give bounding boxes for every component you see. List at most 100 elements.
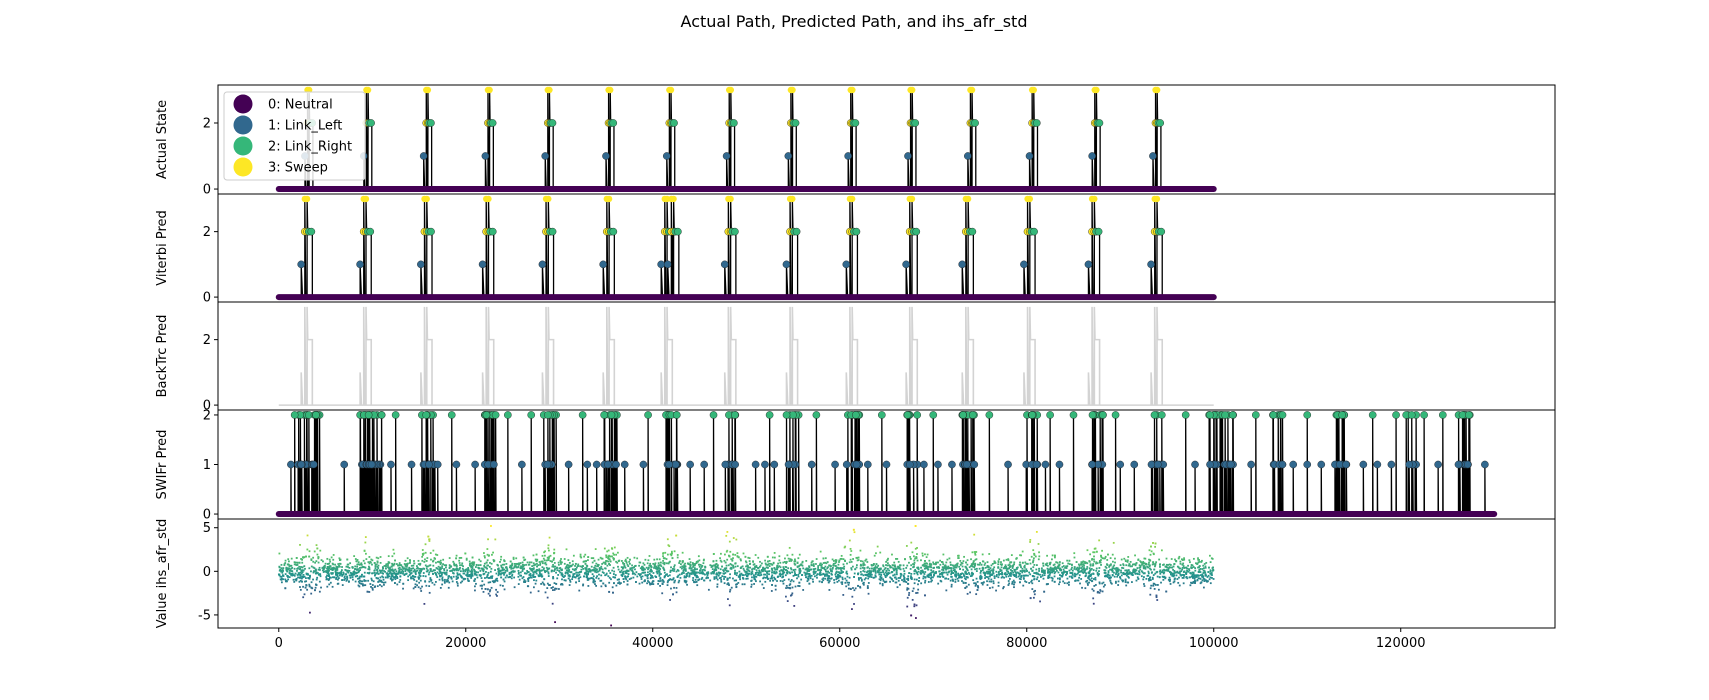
scatter-point: [925, 556, 928, 559]
scatter-point: [624, 560, 627, 562]
scatter-point: [877, 564, 880, 567]
scatter-point: [758, 566, 761, 568]
sweep-marker: [1026, 195, 1034, 203]
scatter-point: [933, 572, 936, 575]
scatter-point: [347, 571, 350, 574]
scatter-point: [1112, 541, 1115, 544]
scatter-point: [554, 587, 557, 590]
state-marker-1: [1130, 460, 1139, 469]
scatter-point: [416, 569, 419, 572]
scatter-point: [827, 574, 829, 577]
state-marker-2: [548, 119, 557, 127]
state-marker-2: [644, 411, 652, 419]
scatter-point: [966, 563, 969, 566]
scatter-point: [455, 554, 458, 557]
scatter-point: [734, 569, 736, 572]
scatter-point: [892, 574, 895, 577]
scatter-point: [711, 568, 714, 571]
scatter-point: [356, 575, 359, 577]
scatter-point: [1191, 582, 1193, 585]
scatter-point: [968, 573, 971, 576]
scatter-point: [589, 570, 592, 573]
scatter-point: [617, 568, 620, 571]
scatter-point: [837, 571, 840, 574]
scatter-point: [317, 573, 320, 576]
scatter-point: [298, 580, 301, 583]
scatter-point: [1112, 567, 1115, 570]
scatter-point: [666, 573, 668, 576]
scatter-point: [425, 584, 428, 587]
scatter-point: [325, 571, 328, 573]
scatter-point: [415, 580, 418, 583]
scatter-point: [695, 576, 698, 579]
scatter-point: [1169, 583, 1172, 585]
scatter-point: [1149, 564, 1151, 567]
scatter-point: [709, 579, 712, 582]
scatter-point: [1113, 575, 1116, 578]
scatter-point: [928, 562, 931, 565]
scatter-point: [1065, 567, 1068, 569]
scatter-point: [924, 581, 926, 584]
scatter-point: [993, 562, 996, 564]
scatter-point: [363, 579, 366, 581]
scatter-point: [975, 593, 978, 596]
scatter-point: [932, 563, 935, 565]
scatter-point: [1202, 586, 1205, 589]
scatter-point: [1198, 571, 1201, 573]
scatter-point: [852, 587, 854, 589]
scatter-point: [579, 576, 582, 579]
scatter-point: [862, 563, 865, 565]
scatter-point: [489, 577, 491, 579]
state-marker-1: [471, 460, 479, 469]
scatter-point: [610, 578, 612, 581]
scatter-point: [895, 558, 897, 560]
scatter-point: [1190, 566, 1193, 569]
scatter-point: [418, 581, 421, 584]
scatter-point: [346, 570, 349, 573]
scatter-point: [417, 571, 420, 574]
scatter-point: [1193, 581, 1196, 584]
scatter-point: [834, 573, 837, 576]
scatter-point: [1142, 565, 1145, 568]
scatter-point: [769, 579, 772, 582]
state-marker-2: [1392, 411, 1400, 419]
state-marker-2: [1069, 411, 1078, 419]
scatter-point: [930, 576, 933, 579]
scatter-point: [873, 568, 876, 570]
scatter-point: [681, 565, 684, 568]
scatter-point: [424, 551, 427, 554]
scatter-point: [718, 577, 721, 580]
scatter-point: [985, 570, 988, 573]
scatter-point: [968, 566, 971, 569]
scatter-point: [490, 562, 493, 565]
scatter-point: [315, 571, 318, 574]
scatter-point: [377, 567, 380, 569]
scatter-point: [605, 573, 608, 576]
scatter-point: [496, 580, 499, 582]
scatter-point: [1092, 578, 1095, 580]
scatter-point: [813, 565, 815, 567]
scatter-point: [715, 559, 718, 562]
scatter-point: [494, 579, 497, 582]
scatter-point: [1047, 574, 1050, 577]
scatter-point: [857, 573, 859, 576]
scatter-point: [838, 567, 841, 570]
scatter-point: [340, 571, 342, 574]
scatter-point: [646, 582, 649, 585]
scatter-point: [957, 572, 960, 575]
scatter-point: [549, 560, 552, 562]
scatter-point: [950, 585, 953, 588]
state-marker-2: [709, 411, 718, 419]
scatter-point: [1025, 562, 1028, 565]
scatter-point: [629, 567, 632, 570]
scatter-point: [467, 568, 470, 571]
scatter-point: [1008, 563, 1011, 566]
scatter-point: [455, 567, 458, 570]
scatter-point: [284, 562, 287, 564]
state-marker-2: [672, 411, 681, 419]
scatter-point: [659, 577, 662, 579]
scatter-point: [499, 584, 502, 587]
scatter-point: [501, 567, 504, 570]
scatter-point: [518, 578, 521, 581]
